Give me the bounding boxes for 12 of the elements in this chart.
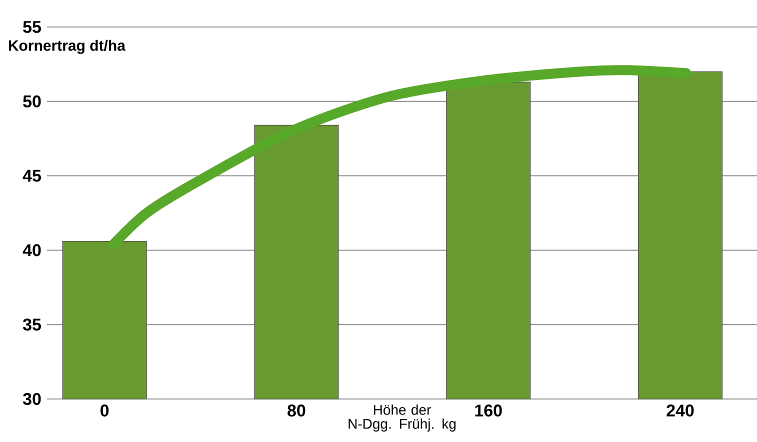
x-tick-label: 80 — [288, 404, 306, 417]
y-tick-label: 50 — [23, 95, 41, 108]
y-axis-title: Kornertrag dt/ha — [8, 40, 126, 54]
x-tick-label: 240 — [666, 404, 694, 417]
x-tick-label: 0 — [100, 404, 109, 417]
y-tick-label: 40 — [22, 244, 41, 256]
y-tick-label: 55 — [23, 21, 41, 33]
y-tick-label: 45 — [22, 170, 41, 182]
x-tick-label: 160 — [475, 404, 502, 417]
y-tick-label: 35 — [22, 318, 41, 331]
y-tick-label: 30 — [22, 392, 41, 406]
x-axis-title: Höhe der N-Dgg. Frühj. kg — [348, 404, 456, 432]
